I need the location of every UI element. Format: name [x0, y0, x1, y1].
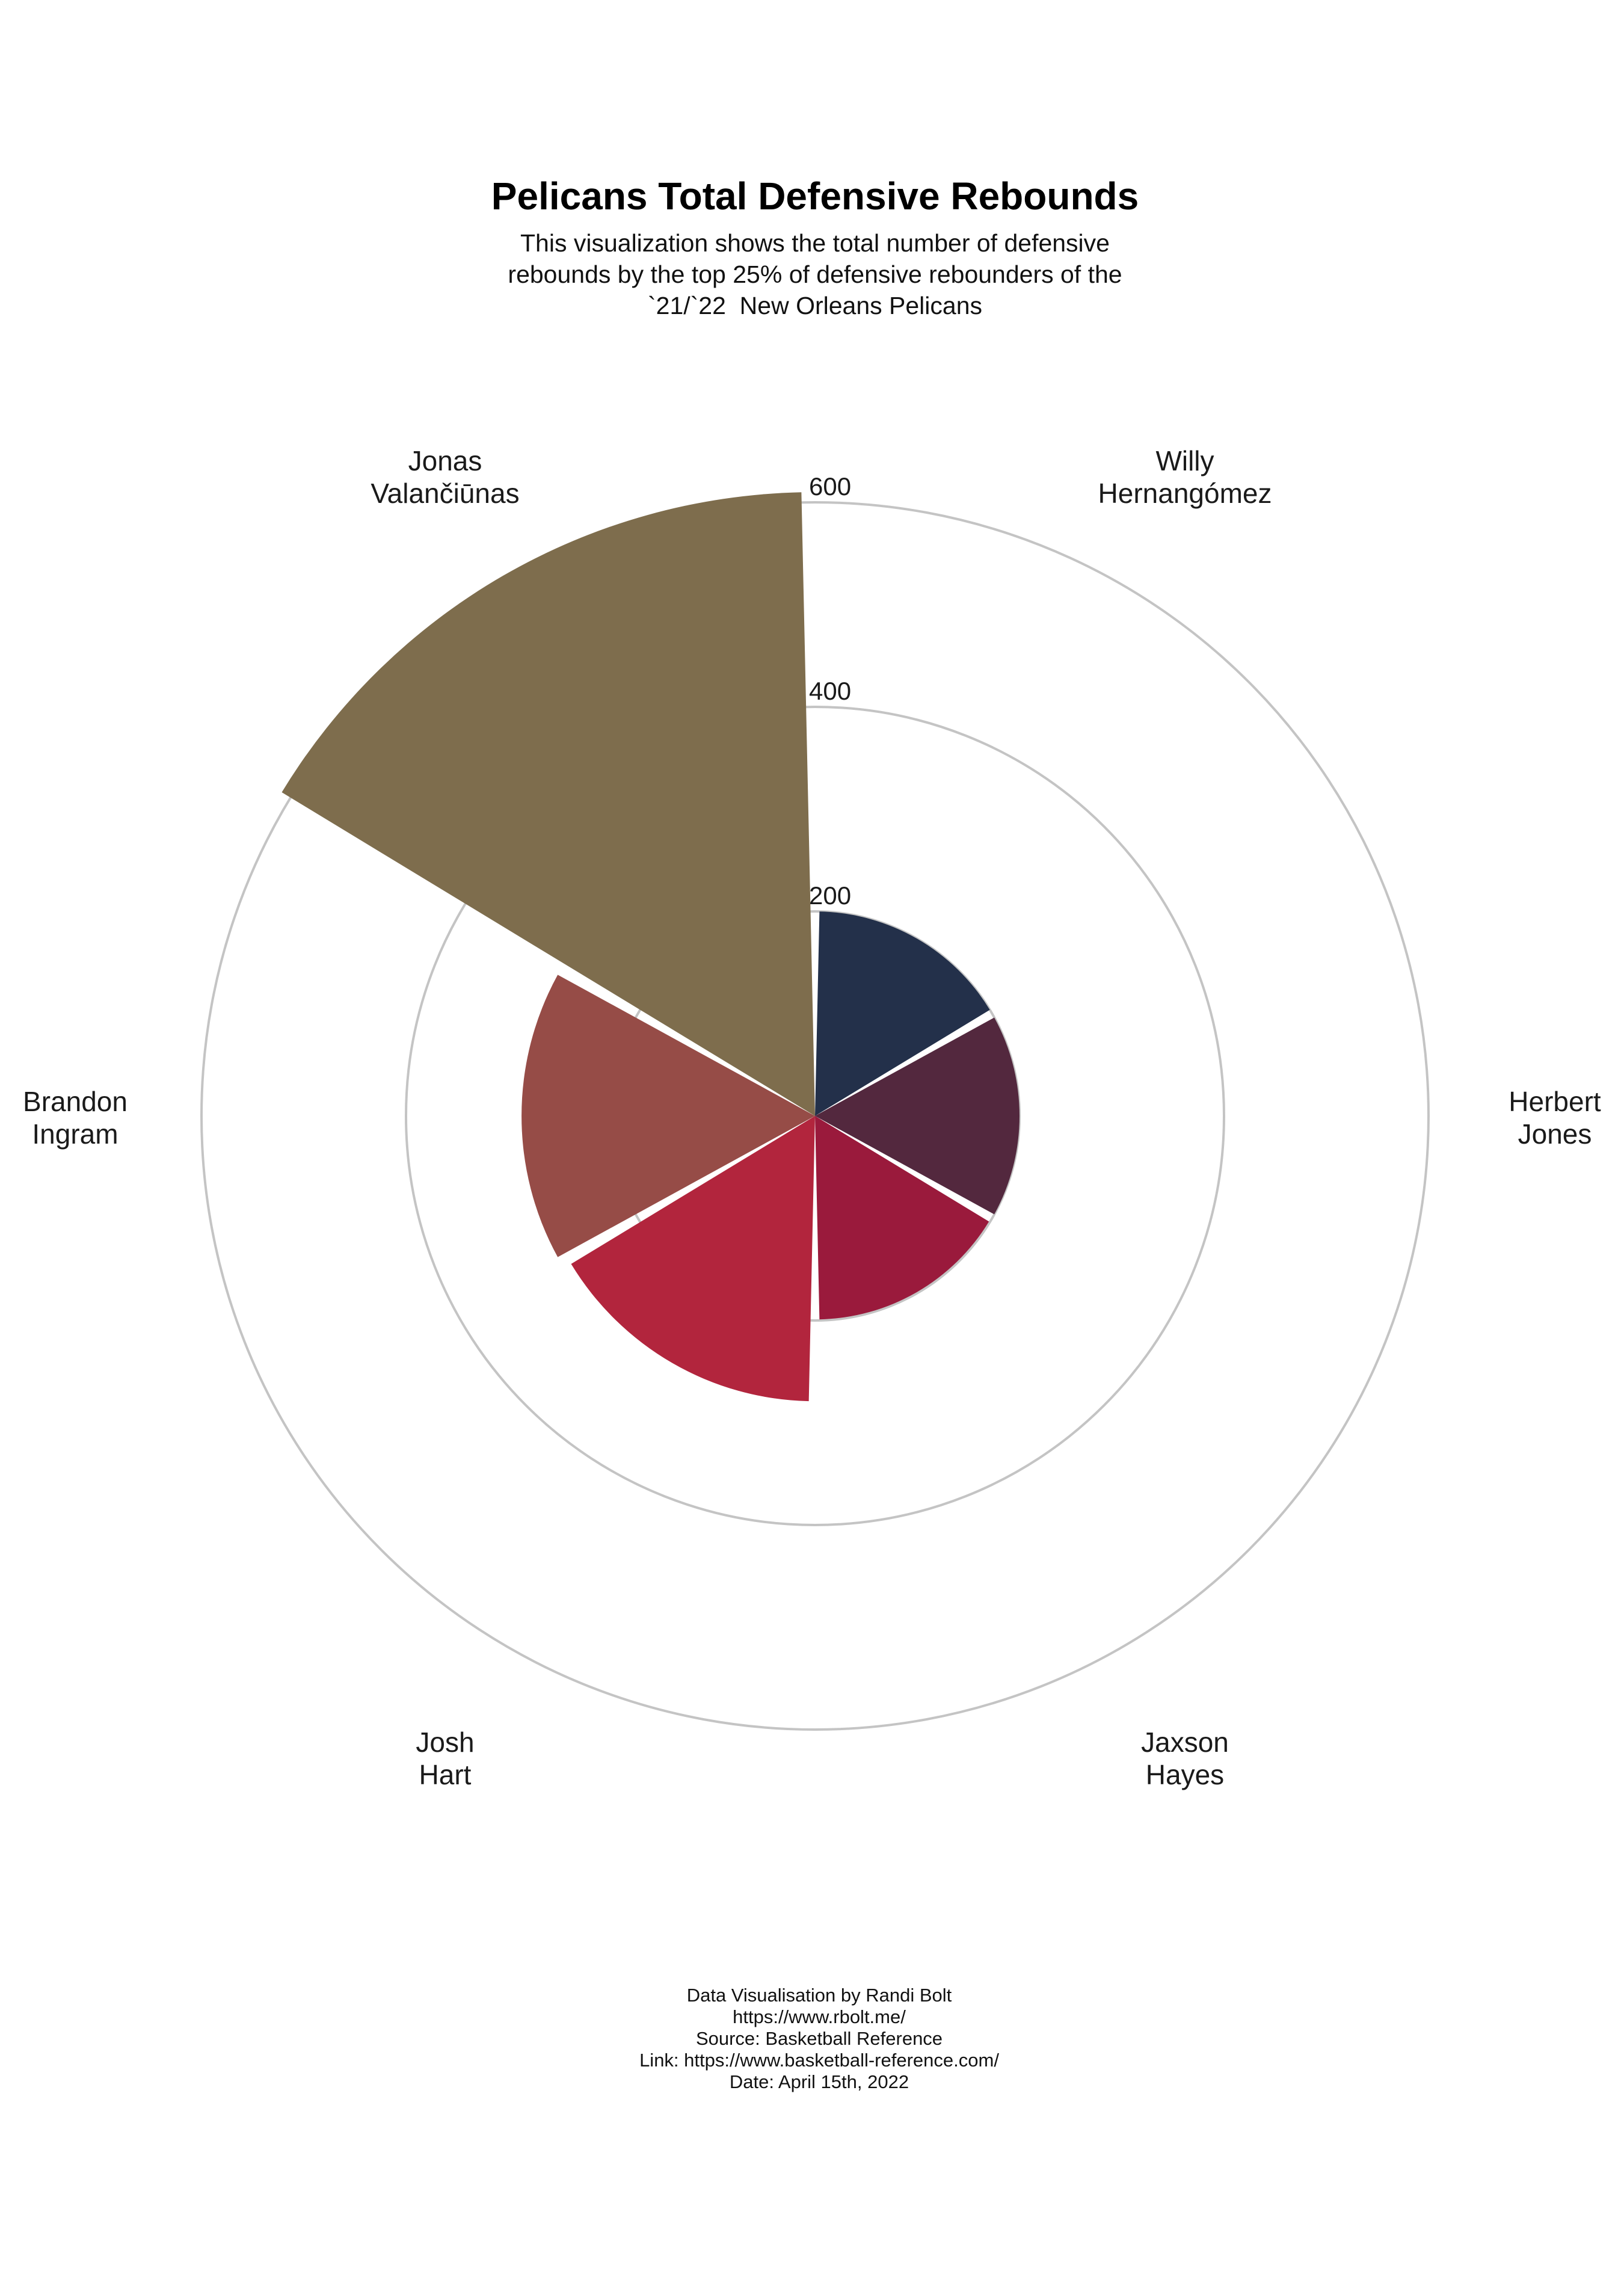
bar-josh-hart — [571, 1116, 815, 1402]
grid-ring-400 — [405, 706, 1225, 1526]
tick-label-200: 200 — [809, 881, 851, 910]
caption-date: Date: April 15th, 2022 — [730, 2071, 909, 2092]
category-label-line: Jaxson — [1141, 1727, 1229, 1758]
category-label-herbert-jones: Herbert Jones — [1509, 1086, 1601, 1150]
category-label-line: Willy — [1155, 445, 1214, 476]
grid-ring-600 — [200, 501, 1430, 1731]
bar-jonas-valančiūnas — [281, 492, 815, 1116]
category-label-line: Hernangómez — [1098, 478, 1272, 509]
category-label-line: Hayes — [1146, 1759, 1224, 1790]
category-label-line: Valančiūnas — [371, 478, 519, 509]
caption-source: Source: Basketball Reference — [696, 2028, 943, 2049]
category-label-line: Brandon — [23, 1086, 128, 1117]
caption-credit: Data Visualisation by Randi Bolt — [687, 1985, 952, 2006]
tick-label-400: 400 — [809, 677, 851, 705]
tick-label-600: 600 — [809, 472, 851, 501]
bar-jaxson-hayes — [815, 1116, 989, 1320]
radial-tick-labels: 200 400 600 — [809, 472, 851, 910]
caption-link: Link: https://www.basketball-reference.c… — [639, 2050, 999, 2071]
category-label-line: Jones — [1518, 1118, 1592, 1150]
bar-group — [281, 492, 1020, 1402]
category-label-brandon-ingram: Brandon Ingram — [23, 1086, 128, 1150]
category-label-jonas-valančiūnas: Jonas Valančiūnas — [371, 445, 519, 509]
chart-title: Pelicans Total Defensive Rebounds — [491, 174, 1139, 218]
category-label-line: Hart — [419, 1759, 472, 1790]
bar-brandon-ingram — [521, 975, 815, 1257]
category-label-line: Jonas — [408, 445, 482, 476]
category-label-jaxson-hayes: Jaxson Hayes — [1141, 1727, 1229, 1790]
category-label-willy-hernangómez: Willy Hernangómez — [1098, 445, 1272, 509]
caption-website: https://www.rbolt.me/ — [733, 2006, 906, 2027]
bar-willy-hernangómez — [815, 911, 990, 1116]
category-label-line: Josh — [416, 1727, 474, 1758]
chart-subtitle-line-1: This visualization shows the total numbe… — [520, 229, 1110, 257]
chart-subtitle-line-3: `21/`22 New Orleans Pelicans — [648, 292, 982, 319]
category-label-line: Herbert — [1509, 1086, 1601, 1117]
bar-herbert-jones — [815, 1017, 1020, 1215]
chart-subtitle-line-2: rebounds by the top 25% of defensive reb… — [508, 260, 1122, 288]
category-label-line: Ingram — [32, 1118, 118, 1150]
category-label-josh-hart: Josh Hart — [416, 1727, 474, 1790]
